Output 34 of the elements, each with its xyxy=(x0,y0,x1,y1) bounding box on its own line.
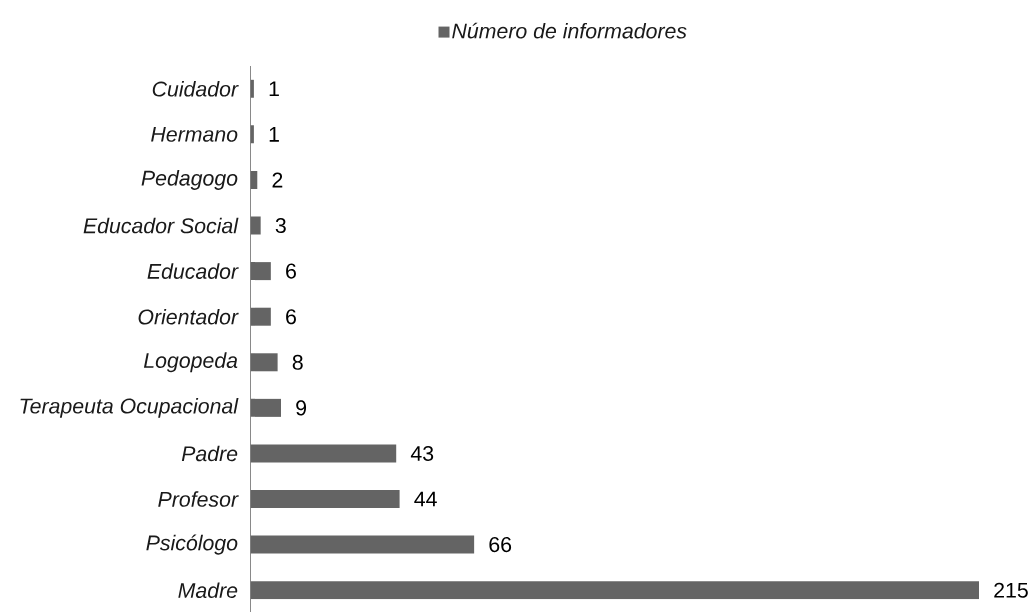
data-label: 2 xyxy=(272,172,283,188)
bar xyxy=(250,535,475,554)
data-label: 6 xyxy=(286,263,296,279)
bar xyxy=(250,490,400,509)
y-tick-label: Profesor xyxy=(158,491,239,507)
y-tick-label: Terapeuta Ocupacional xyxy=(20,397,239,418)
bar xyxy=(250,581,979,600)
y-tick-label: Cuidador xyxy=(152,80,239,97)
y-tick-label: Educador Social xyxy=(83,217,239,234)
data-label: 1 xyxy=(269,127,279,142)
y-tick-label: Pedagogo xyxy=(141,170,238,190)
bar xyxy=(250,398,281,417)
y-tick-label: Educador xyxy=(147,263,239,279)
bar xyxy=(250,444,397,463)
data-label: 9 xyxy=(296,400,307,416)
data-label: 8 xyxy=(292,354,303,370)
y-tick-label: Padre xyxy=(181,445,238,462)
y-tick-label: Orientador xyxy=(138,308,239,325)
y-tick-label: Logopeda xyxy=(143,352,238,373)
legend-label: Número de informadores xyxy=(452,22,687,39)
data-label: 3 xyxy=(275,218,286,234)
data-label: 43 xyxy=(410,445,434,461)
data-label: 215 xyxy=(994,582,1028,598)
bar xyxy=(250,353,278,372)
bar xyxy=(250,216,261,235)
y-tick-label: Madre xyxy=(178,582,238,599)
y-tick-label: Hermano xyxy=(151,126,238,142)
bar xyxy=(250,307,271,326)
bar xyxy=(250,262,271,281)
data-label: 44 xyxy=(414,491,437,507)
data-label: 66 xyxy=(489,537,512,553)
y-tick-label: Psicólogo xyxy=(146,534,238,555)
data-label: 1 xyxy=(269,81,279,97)
data-label: 6 xyxy=(286,309,296,325)
